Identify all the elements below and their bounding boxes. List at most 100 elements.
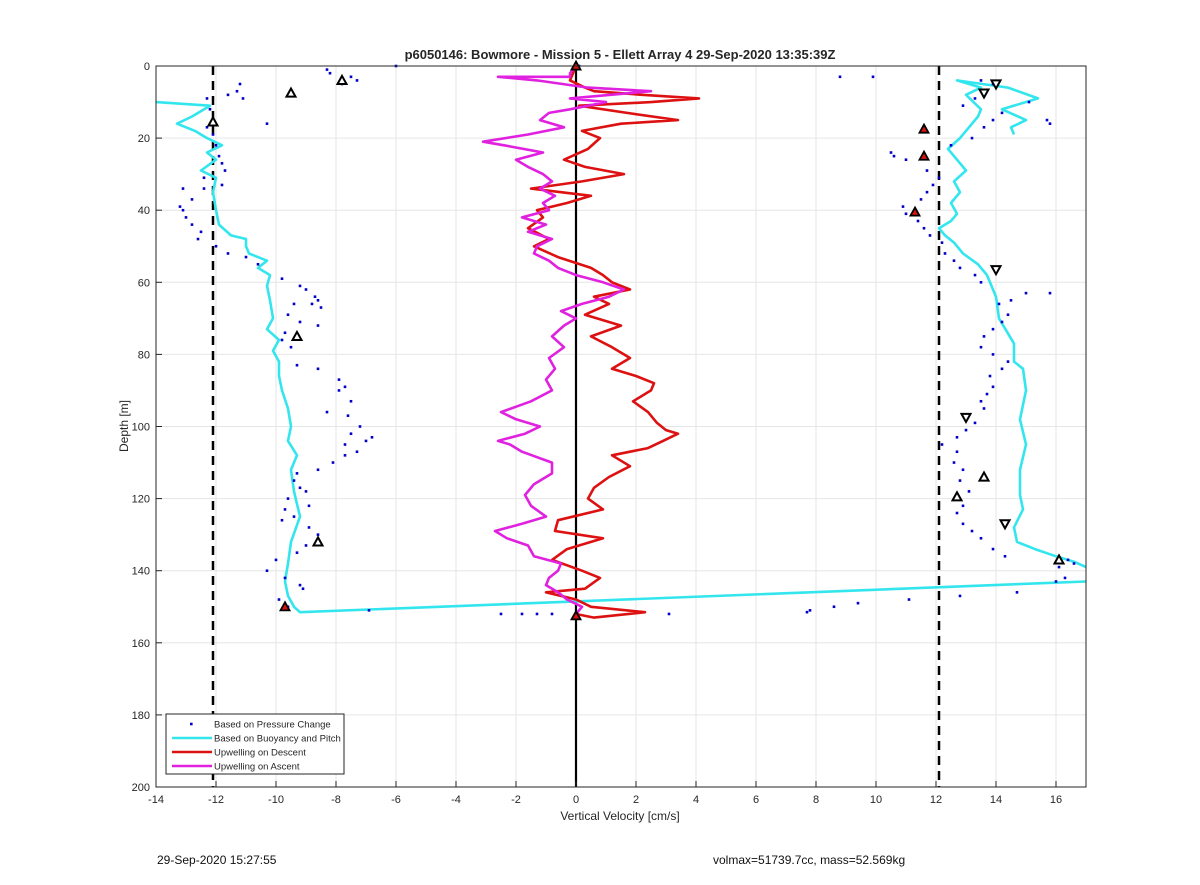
scatter-point (226, 93, 230, 97)
y-tick-label: 140 (132, 566, 150, 578)
x-tick-label: 10 (870, 794, 882, 806)
grid-lines (155, 65, 1086, 788)
scatter-point (970, 529, 974, 533)
scatter-point (307, 504, 311, 508)
x-tick-label: -12 (208, 794, 224, 806)
triangle-down-marker (977, 88, 991, 100)
scatter-point (973, 421, 977, 425)
y-tick-label: 100 (132, 422, 150, 434)
scatter-point (1024, 291, 1028, 295)
scatter-point (244, 255, 248, 259)
legend: Based on Pressure Change Based on Buoyanc… (165, 713, 345, 775)
scatter-point (961, 468, 965, 472)
scatter-point (217, 154, 221, 158)
x-tick-label: -10 (268, 794, 284, 806)
scatter-point (202, 187, 206, 190)
scatter-point (220, 162, 224, 165)
x-tick-label: -14 (148, 794, 164, 806)
x-tick-label: 12 (930, 794, 942, 806)
scatter-point (280, 277, 284, 280)
scatter-point (958, 266, 962, 270)
scatter-point (982, 407, 986, 410)
scatter-point (346, 414, 350, 417)
x-tick-label: 4 (693, 794, 699, 806)
scatter-point (925, 190, 929, 194)
scatter-point (205, 125, 209, 129)
scatter-point (979, 281, 983, 284)
scatter-point (955, 511, 959, 515)
scatter-point (1057, 565, 1061, 569)
scatter-point (1000, 320, 1004, 324)
scatter-point (499, 612, 503, 616)
scatter-point (919, 198, 923, 201)
scatter-point (349, 399, 353, 403)
scatter-point (1000, 111, 1004, 115)
scatter-point (940, 241, 944, 244)
y-axis-label: Depth [m] (117, 400, 131, 452)
x-tick-label: 2 (633, 794, 639, 806)
scatter-point (805, 610, 809, 614)
series-line (481, 65, 653, 615)
scatter-point (979, 345, 983, 349)
x-tick-label: 0 (573, 794, 579, 806)
triangle-up-marker (977, 470, 991, 482)
scatter-point (907, 598, 911, 601)
x-tick-label: 16 (1050, 794, 1062, 806)
x-tick-label: 8 (813, 794, 819, 806)
scatter-point (1048, 122, 1052, 125)
scatter-point (181, 208, 185, 212)
scatter-point (328, 71, 332, 75)
scatter-point (343, 385, 347, 389)
scatter-point (184, 216, 188, 219)
scatter-point (205, 97, 209, 100)
scatter-point (991, 385, 995, 389)
scatter-point (958, 594, 962, 598)
scatter-point (289, 345, 293, 349)
scatter-point (916, 219, 920, 223)
scatter-point (961, 104, 965, 107)
y-tick-label: 200 (132, 782, 150, 794)
scatter-point (949, 144, 953, 147)
scatter-point (973, 97, 977, 100)
scatter-point (952, 461, 956, 464)
scatter-point (1015, 591, 1019, 594)
scatter-point (316, 299, 320, 302)
scatter-point (904, 158, 908, 162)
scatter-point (280, 338, 284, 342)
legend-box (165, 713, 345, 775)
x-tick-label: -6 (391, 794, 401, 806)
scatter-point (925, 169, 929, 172)
scatter-point (196, 237, 200, 241)
triangle-up-marker (335, 73, 349, 86)
legend-label: Based on Buoyancy and Pitch (214, 734, 341, 745)
scatter-point (214, 144, 218, 147)
legend-swatch-dot (190, 722, 193, 726)
scatter-point (856, 601, 860, 605)
scatter-point (964, 428, 968, 432)
y-tick-label: 160 (132, 638, 150, 650)
scatter-point (979, 536, 983, 540)
scatter-point (343, 454, 347, 457)
scatter-point (937, 176, 941, 180)
scatter-point (349, 432, 353, 436)
x-tick-label: -8 (331, 794, 341, 806)
scatter-point (955, 436, 959, 439)
scatter-point (295, 363, 299, 367)
scatter-point (991, 118, 995, 122)
scatter-point (970, 136, 974, 140)
scatter-point (892, 154, 896, 158)
scatter-point (265, 569, 269, 572)
triangle-down-marker (998, 519, 1012, 531)
y-axis-ticks: 0 20 40 60 80 100 120 140 160 180 200 (132, 61, 162, 794)
scatter-point (178, 205, 182, 208)
scatter-point (226, 252, 230, 255)
triangle-down-marker (989, 265, 1003, 277)
footer-timestamp: 29-Sep-2020 15:27:55 (157, 853, 277, 867)
scatter-point (316, 324, 320, 327)
scatter-point (343, 443, 347, 446)
y-tick-label: 0 (144, 61, 150, 73)
scatter-point (922, 226, 926, 230)
scatter-point (871, 75, 875, 79)
scatter-point (283, 331, 287, 335)
legend-label: Upwelling on Ascent (214, 762, 300, 773)
